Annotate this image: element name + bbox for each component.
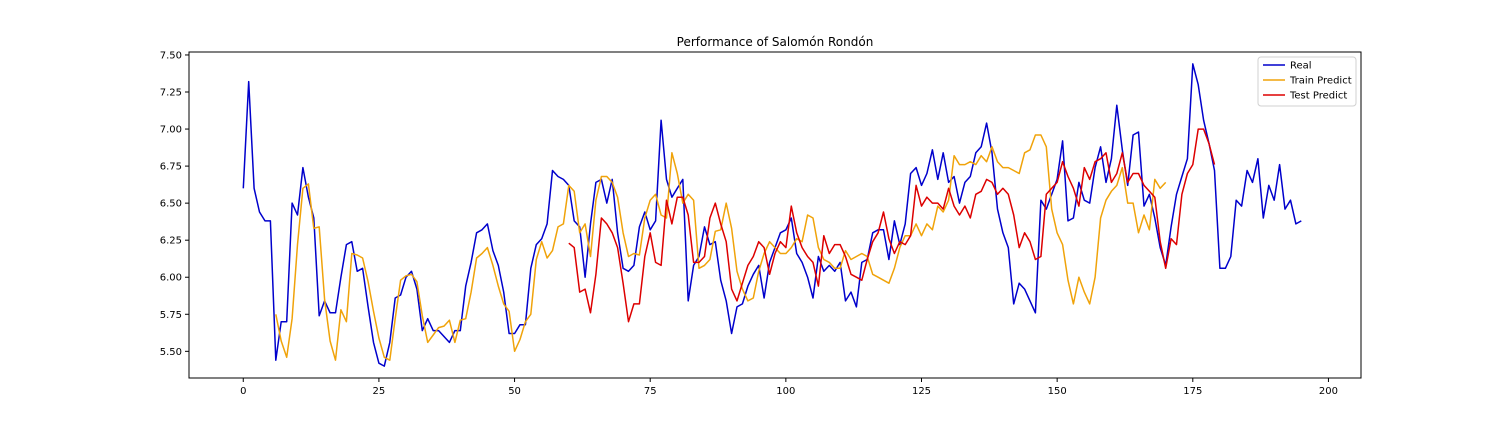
x-tick-label: 100 — [776, 386, 795, 397]
x-tick-label: 200 — [1319, 386, 1338, 397]
y-tick-label: 7.00 — [160, 125, 182, 136]
y-tick-label: 7.25 — [160, 88, 182, 99]
x-axis: 0 25 50 75 100 125 150 175 200 — [240, 378, 1338, 397]
y-tick-label: 5.50 — [160, 347, 182, 358]
y-tick-label: 6.00 — [160, 273, 182, 284]
series-line-train-predict — [275, 134, 1167, 361]
x-tick-label: 75 — [644, 386, 657, 397]
chart-title: Performance of Salomón Rondón — [677, 35, 874, 49]
series-line-real — [242, 63, 1302, 367]
series-lines — [242, 63, 1302, 367]
legend-label: Train Predict — [1289, 76, 1352, 87]
y-axis: 5.50 5.75 6.00 6.25 6.50 6.75 7.00 7.25 7.50 — [160, 50, 189, 358]
legend-box — [1257, 56, 1357, 107]
plot-area-frame — [188, 51, 1362, 379]
legend: Real Train Predict Test Predict — [1257, 56, 1357, 107]
x-tick-label: 25 — [373, 386, 386, 397]
legend-label: Real — [1290, 61, 1312, 72]
y-tick-label: 6.50 — [160, 199, 182, 210]
y-tick-label: 5.75 — [160, 310, 182, 321]
y-tick-label: 6.75 — [160, 162, 182, 173]
y-tick-label: 7.50 — [160, 50, 182, 61]
x-tick-label: 150 — [1048, 386, 1067, 397]
legend-label: Test Predict — [1289, 91, 1347, 102]
x-tick-label: 125 — [912, 386, 931, 397]
series-line-test-predict — [568, 128, 1216, 323]
y-tick-label: 6.25 — [160, 236, 182, 247]
x-tick-label: 50 — [508, 386, 521, 397]
x-tick-label: 175 — [1183, 386, 1202, 397]
x-tick-label: 0 — [240, 386, 246, 397]
